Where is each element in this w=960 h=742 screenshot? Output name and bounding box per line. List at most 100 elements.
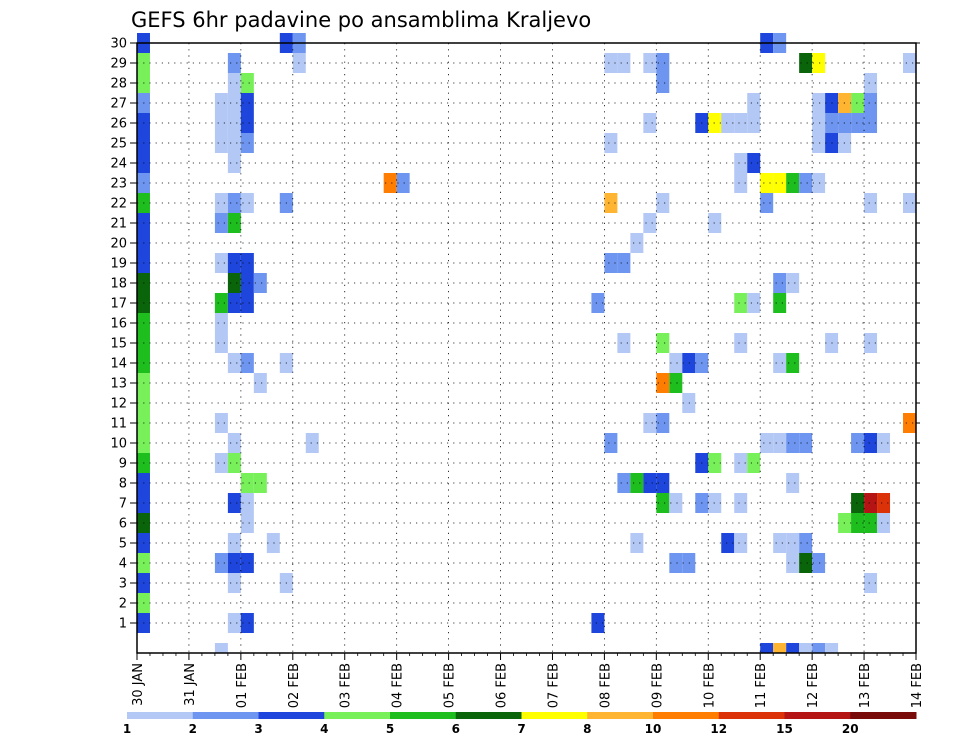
heat-cell <box>682 393 696 413</box>
y-tick-label: 7 <box>119 497 127 512</box>
heat-cell <box>214 113 228 133</box>
heat-cell <box>864 433 878 453</box>
heat-cell <box>643 113 657 133</box>
y-tick-label: 22 <box>110 197 127 212</box>
heat-cell <box>799 53 813 73</box>
y-tick-label: 9 <box>119 457 127 472</box>
colorbar-label: 20 <box>842 722 859 736</box>
heat-cell <box>812 643 826 653</box>
heat-cell <box>864 333 878 353</box>
y-tick-label: 2 <box>119 597 127 612</box>
heat-cell <box>903 53 916 73</box>
heat-cell <box>851 113 865 133</box>
heat-cell <box>786 473 800 493</box>
y-tick-label: 28 <box>110 77 127 92</box>
heat-cell <box>617 253 631 273</box>
heat-cell <box>266 533 280 553</box>
y-tick-label: 21 <box>110 217 127 232</box>
colorbar-legend: 1 2 3 4 5 6 7 8 10 12 15 20 <box>123 712 917 736</box>
heat-cell <box>656 333 670 353</box>
heat-cell <box>773 173 787 193</box>
heat-cell <box>851 93 865 113</box>
x-tick-label: 31 JAN <box>183 663 198 706</box>
x-tick-label: 14 FEB <box>910 663 925 708</box>
colorbar-label: 15 <box>776 722 793 736</box>
heat-cell <box>786 433 800 453</box>
heat-cell <box>851 513 865 533</box>
x-tick-label: 12 FEB <box>806 663 821 708</box>
heat-cell <box>240 253 254 273</box>
heat-cell <box>240 133 254 153</box>
heat-cell <box>773 643 787 653</box>
heat-cell <box>734 153 748 173</box>
heat-cell <box>669 553 683 573</box>
heat-cell <box>812 113 826 133</box>
heat-cell <box>903 413 916 433</box>
y-tick-label: 17 <box>110 297 127 312</box>
x-tick-label: 09 FEB <box>650 663 665 708</box>
colorbar-swatch <box>192 712 259 719</box>
colorbar-swatch <box>127 712 194 719</box>
colorbar-swatch <box>390 712 457 719</box>
x-tick-label: 04 FEB <box>391 663 406 708</box>
heat-cell <box>734 453 748 473</box>
heat-cell <box>760 173 774 193</box>
heat-cell <box>227 193 241 213</box>
heat-cell <box>214 253 228 273</box>
heat-cell <box>773 433 787 453</box>
heat-cell <box>240 93 254 113</box>
grid-lines <box>137 43 916 653</box>
x-tick-label: 05 FEB <box>443 663 458 708</box>
heat-cell <box>877 433 891 453</box>
heat-cell <box>786 353 800 373</box>
colorbar-swatch <box>718 712 785 719</box>
heat-cell <box>227 293 241 313</box>
y-tick-label: 14 <box>110 357 127 372</box>
heat-cell <box>786 553 800 573</box>
colorbar-label: 12 <box>710 722 727 736</box>
heat-cell <box>383 173 397 193</box>
heat-cell <box>240 293 254 313</box>
colorbar-label: 7 <box>517 722 525 736</box>
heat-cell <box>721 113 735 133</box>
heat-cell <box>669 373 683 393</box>
colorbar-label: 10 <box>645 722 662 736</box>
heat-cell <box>214 93 228 113</box>
heat-cell <box>747 153 761 173</box>
heat-cell <box>864 493 878 513</box>
heat-cell <box>773 533 787 553</box>
x-tick-label: 30 JAN <box>131 663 146 706</box>
y-tick-label: 12 <box>110 397 127 412</box>
y-tick-label: 27 <box>110 97 127 112</box>
heat-cell <box>877 513 891 533</box>
x-tick-label: 11 FEB <box>754 663 769 708</box>
colorbar-label: 1 <box>123 722 131 736</box>
y-tick-label: 26 <box>110 117 127 132</box>
heat-cell <box>630 533 644 553</box>
heat-cell <box>240 193 254 213</box>
heat-cell <box>669 353 683 373</box>
chart-title: GEFS 6hr padavine po ansamblima Kraljevo <box>131 8 591 32</box>
heat-cell <box>773 273 787 293</box>
heat-cell <box>214 643 228 653</box>
heat-cell <box>214 313 228 333</box>
heat-cell <box>682 353 696 373</box>
heat-cell <box>786 173 800 193</box>
heat-cell <box>227 553 241 573</box>
heat-cell <box>747 113 761 133</box>
heat-cell <box>253 473 267 493</box>
heat-cell <box>877 493 891 513</box>
heat-cell <box>227 53 241 73</box>
heat-cell <box>604 53 618 73</box>
heat-cell <box>617 53 631 73</box>
heat-cell <box>656 493 670 513</box>
colorbar-swatch <box>587 712 654 719</box>
heat-cell <box>240 493 254 513</box>
heat-cell <box>799 433 813 453</box>
y-tick-label: 3 <box>119 577 127 592</box>
heat-cell <box>864 73 878 93</box>
y-tick-label: 29 <box>110 57 127 72</box>
heat-cell <box>812 133 826 153</box>
heat-cell <box>786 533 800 553</box>
heat-cell <box>747 293 761 313</box>
